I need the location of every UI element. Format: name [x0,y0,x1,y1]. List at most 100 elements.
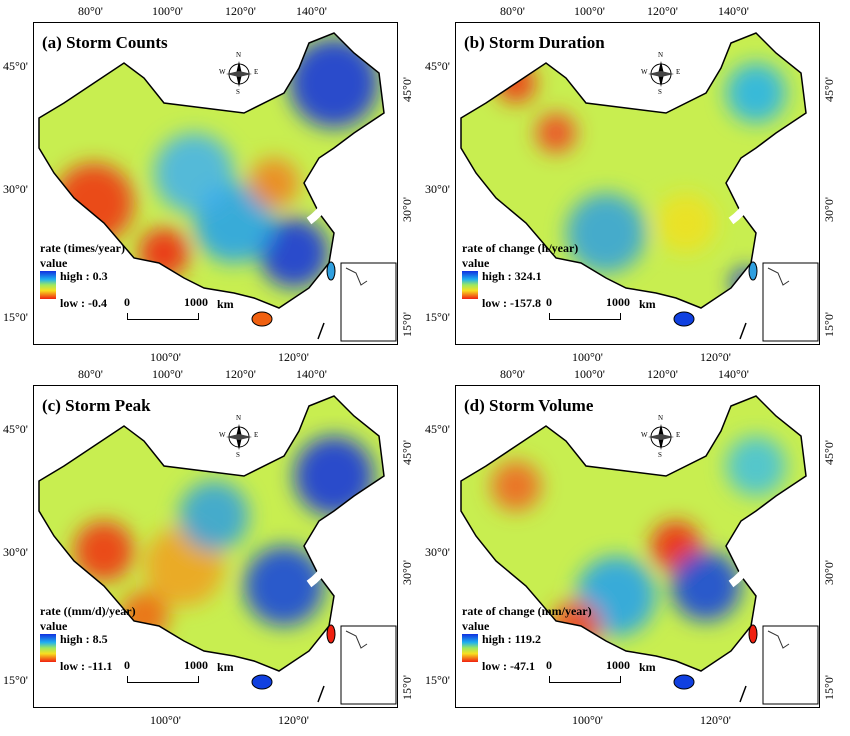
legend-title: rate ((mm/d)/year) [40,604,136,618]
compass-rose-icon: N S W E [219,414,259,460]
compass-letter-e: E [676,68,681,76]
bottom-longitude-label: 120°0' [700,713,731,727]
compass-letter-w: W [641,431,648,439]
top-longitude-label: 80°0' [500,367,525,381]
color-ramp-bar [40,271,56,299]
legend-value-label: value [462,256,490,270]
map-panel: 80°0' 100°0' 120°0' 140°0' 45°0' 30°0' 15°0' 45… [0,363,425,731]
scale-end: 1000 [184,658,208,672]
compass-rose-icon: N S W E [641,414,681,460]
color-ramp-bar [462,271,478,299]
color-ramp-bar [462,634,478,662]
scale-end: 1000 [184,295,208,309]
panel-title: (a) Storm Counts [42,33,168,52]
left-latitude-label: 45°0' [425,59,450,73]
top-longitude-label: 140°0' [718,4,749,18]
top-longitude-label: 80°0' [78,4,103,18]
left-latitude-label: 15°0' [425,673,450,687]
top-longitude-label: 120°0' [225,367,256,381]
map-frame: (a) Storm Counts rate (times/year) value hi… [33,22,398,345]
top-longitude-label: 100°0' [152,4,183,18]
compass-letter-s: S [236,88,240,96]
left-latitude-label: 15°0' [3,310,28,324]
legend-low: low : -11.1 [60,659,113,673]
compass-letter-s: S [658,451,662,459]
legend-title: rate of change (mm/year) [462,604,592,618]
left-latitude-label: 45°0' [3,422,28,436]
map-panel: 80°0' 100°0' 120°0' 140°0' 45°0' 30°0' 15°0' 45… [0,0,425,368]
left-latitude-label: 45°0' [3,59,28,73]
left-latitude-label: 30°0' [3,182,28,196]
left-latitude-label: 30°0' [425,545,450,559]
scale-bar [127,313,199,320]
scale-end: 1000 [606,295,630,309]
bottom-longitude-label: 120°0' [278,350,309,364]
legend-value-label: value [40,619,68,633]
legend-high: high : 0.3 [60,269,108,283]
legend-low: low : -47.1 [482,659,535,673]
compass-rose-icon: N S W E [219,51,259,97]
right-latitude-label: 45°0' [399,77,414,102]
legend-title: rate of change (h/year) [462,241,579,255]
china-raster-map [460,395,819,705]
legend-high: high : 119.2 [482,632,542,646]
legend-low: low : -0.4 [60,296,107,310]
top-longitude-label: 120°0' [225,4,256,18]
scale-bar [127,676,199,683]
left-latitude-label: 45°0' [425,422,450,436]
right-latitude-label: 30°0' [821,197,836,222]
china-raster-map [460,32,819,342]
left-latitude-label: 30°0' [425,182,450,196]
legend-low: low : -157.8 [482,296,541,310]
bottom-longitude-label: 100°0' [150,713,181,727]
compass-letter-e: E [254,68,259,76]
legend-high: high : 8.5 [60,632,108,646]
panel-title: (b) Storm Duration [464,33,605,52]
china-raster-map [38,395,397,705]
compass-letter-n: N [658,51,664,59]
map-frame: (b) Storm Duration rate of change (h/year… [455,22,820,345]
compass-letter-w: W [219,68,226,76]
bottom-longitude-label: 100°0' [572,350,603,364]
scale-unit: km [639,660,656,674]
bottom-longitude-label: 100°0' [572,713,603,727]
right-latitude-label: 15°0' [821,675,836,700]
scale-unit: km [217,297,234,311]
legend-value-label: value [462,619,490,633]
compass-rose-icon: N S W E [641,51,681,97]
left-latitude-label: 15°0' [425,310,450,324]
right-latitude-label: 15°0' [399,312,414,337]
map-panel: 80°0' 100°0' 120°0' 140°0' 45°0' 30°0' 15°0' 45… [422,0,847,368]
right-latitude-label: 45°0' [399,440,414,465]
compass-letter-s: S [236,451,240,459]
china-raster-map [38,32,397,342]
scale-start: 0 [124,658,130,672]
top-longitude-label: 100°0' [574,4,605,18]
top-longitude-label: 80°0' [500,4,525,18]
right-latitude-label: 30°0' [399,560,414,585]
bottom-longitude-label: 120°0' [278,713,309,727]
panel-title: (c) Storm Peak [42,396,151,415]
scale-unit: km [639,297,656,311]
map-frame: (c) Storm Peak rate ((mm/d)/year) value hig… [33,385,398,708]
scale-start: 0 [546,295,552,309]
top-longitude-label: 140°0' [296,367,327,381]
right-latitude-label: 15°0' [399,675,414,700]
compass-letter-s: S [658,88,662,96]
top-longitude-label: 140°0' [718,367,749,381]
panel-title: (d) Storm Volume [464,396,594,415]
compass-letter-w: W [641,68,648,76]
legend-title: rate (times/year) [40,241,125,255]
compass-letter-e: E [254,431,259,439]
bottom-longitude-label: 120°0' [700,350,731,364]
scale-start: 0 [124,295,130,309]
top-longitude-label: 80°0' [78,367,103,381]
map-frame: (d) Storm Volume rate of change (mm/year)… [455,385,820,708]
scale-bar [549,676,621,683]
legend-high: high : 324.1 [482,269,542,283]
right-latitude-label: 30°0' [821,560,836,585]
scale-end: 1000 [606,658,630,672]
compass-letter-w: W [219,431,226,439]
compass-letter-n: N [658,414,664,422]
color-ramp-bar [40,634,56,662]
